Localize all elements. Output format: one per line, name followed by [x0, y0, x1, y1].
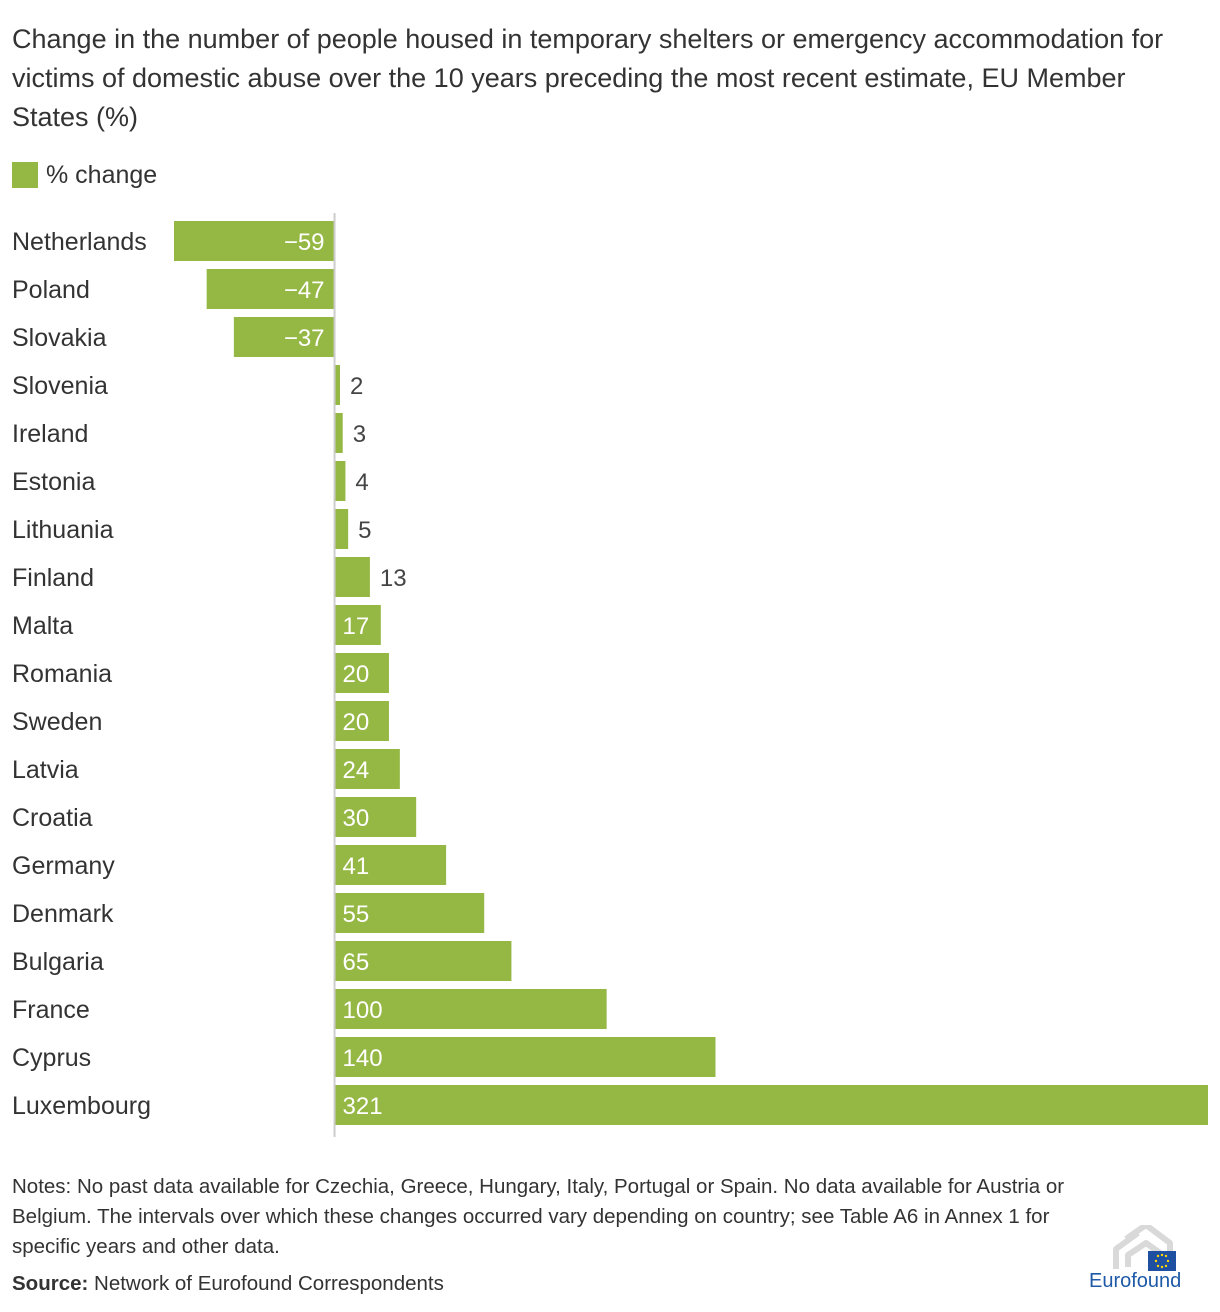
- category-label: Latvia: [12, 756, 79, 784]
- bar: [174, 221, 335, 261]
- source-text: Network of Eurofound Correspondents: [88, 1272, 444, 1295]
- data-label: 321: [343, 1093, 383, 1120]
- data-label: 17: [343, 613, 370, 640]
- category-label: Sweden: [12, 708, 102, 736]
- category-label: Ireland: [12, 420, 88, 448]
- data-label: 5: [358, 517, 371, 544]
- bar: [334, 461, 346, 501]
- bar-chart: Netherlands −59 Poland −47 Slovakia −37 Sloven…: [12, 213, 1208, 1137]
- bar: [334, 749, 400, 789]
- bar: [334, 893, 485, 933]
- category-label: Malta: [12, 612, 73, 640]
- notes: Notes: No past data available for Czechi…: [12, 1175, 1065, 1258]
- data-label: 65: [343, 949, 370, 976]
- legend-swatch: [12, 162, 38, 188]
- source-label: Source:: [12, 1272, 89, 1295]
- bar: [334, 1037, 716, 1077]
- category-label: Germany: [12, 852, 115, 880]
- category-label: Netherlands: [12, 228, 147, 256]
- category-label: Slovenia: [12, 372, 108, 400]
- bar: [334, 941, 512, 981]
- bar: [334, 1085, 1208, 1125]
- bar: [334, 509, 349, 549]
- category-label: Estonia: [12, 468, 95, 496]
- legend: % change: [12, 160, 157, 190]
- eurofound-logo-icon: [1113, 1225, 1176, 1271]
- data-label: −59: [284, 229, 325, 256]
- category-label: Croatia: [12, 804, 93, 832]
- category-label: Denmark: [12, 900, 114, 928]
- source-line: Source: Network of Eurofound Corresponde…: [12, 1272, 444, 1296]
- bar: [334, 653, 389, 693]
- logo-text: Eurofound: [1089, 1270, 1182, 1292]
- bar: [334, 989, 607, 1029]
- data-label: 20: [343, 661, 370, 688]
- bar: [334, 701, 389, 741]
- bar: [233, 317, 335, 357]
- data-label: 30: [343, 805, 370, 832]
- data-label: 20: [343, 709, 370, 736]
- bar: [206, 269, 335, 309]
- data-label: 140: [343, 1045, 383, 1072]
- data-label: −37: [284, 325, 325, 352]
- data-label: 13: [380, 565, 407, 592]
- data-label: −47: [284, 277, 325, 304]
- category-label: Cyprus: [12, 1044, 91, 1072]
- bar: [334, 845, 447, 885]
- category-label: Romania: [12, 660, 112, 688]
- category-label: Poland: [12, 276, 90, 304]
- category-label: Finland: [12, 564, 94, 592]
- data-label: 4: [355, 469, 368, 496]
- data-label: 24: [343, 757, 370, 784]
- category-label: Luxembourg: [12, 1092, 151, 1120]
- data-label: 3: [353, 421, 366, 448]
- data-label: 41: [343, 853, 370, 880]
- bar: [334, 605, 381, 645]
- bar: [334, 797, 417, 837]
- category-label: Slovakia: [12, 324, 107, 352]
- legend-label: % change: [46, 160, 158, 189]
- category-label: Lithuania: [12, 516, 114, 544]
- data-label: 2: [350, 373, 363, 400]
- category-label: Bulgaria: [12, 948, 104, 976]
- bar: [334, 413, 343, 453]
- bar: [334, 557, 370, 597]
- bar: [334, 365, 340, 405]
- data-label: 55: [343, 901, 370, 928]
- chart-title: Change in the number of people housed in…: [12, 24, 1164, 132]
- data-label: 100: [343, 997, 383, 1024]
- category-label: France: [12, 996, 90, 1024]
